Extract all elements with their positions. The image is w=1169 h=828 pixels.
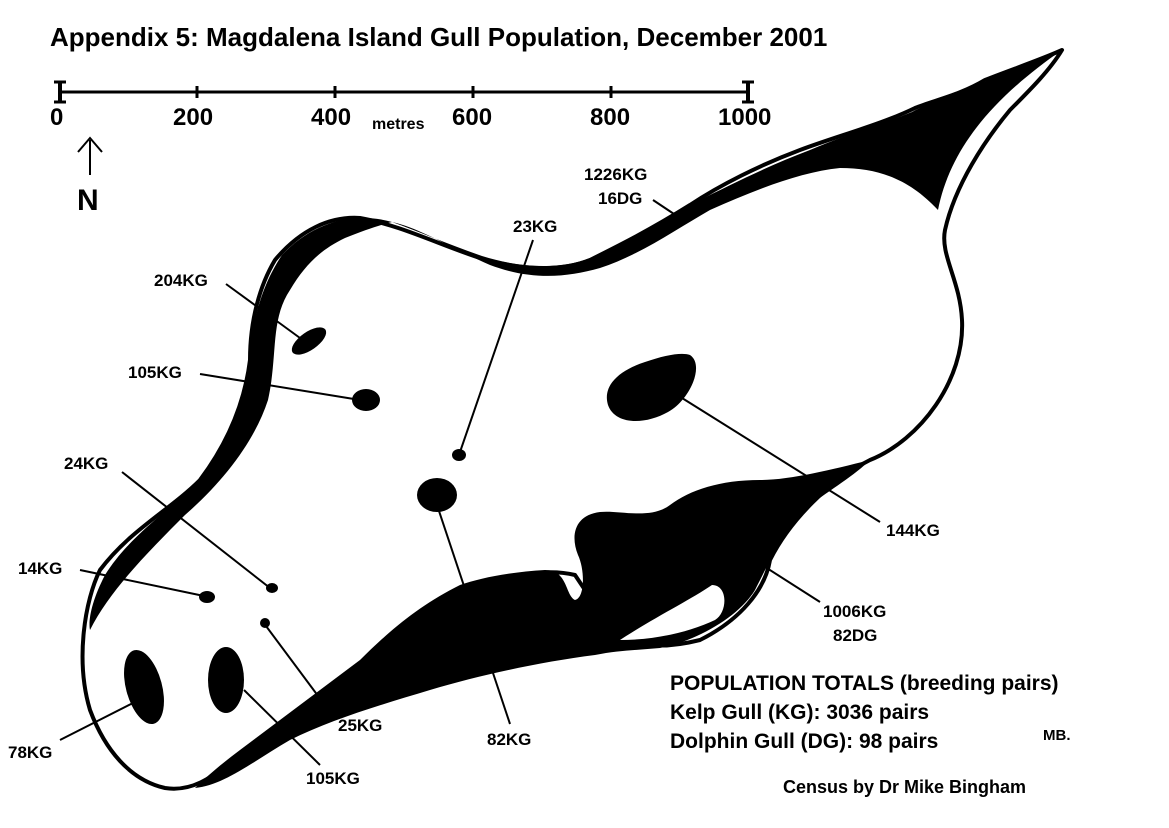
- totals-kelp: Kelp Gull (KG): 3036 pairs: [670, 701, 930, 724]
- scale-tick-800: 800: [590, 104, 631, 131]
- census-credit: Census by Dr Mike Bingham: [783, 777, 1027, 797]
- colony-label-25kg: 25KG: [338, 716, 383, 735]
- colony-25kg: [260, 618, 270, 628]
- scale-tick-200: 200: [173, 104, 214, 131]
- colony-78kg: [124, 650, 164, 724]
- colony-label-1226kg: 1226KG: [584, 165, 648, 184]
- scale-tick-600: 600: [452, 104, 493, 131]
- colony-14kg: [199, 591, 215, 603]
- colony-label-23kg: 23KG: [513, 217, 558, 236]
- colony-1006kg: [195, 460, 870, 788]
- colony-204kg: [291, 327, 327, 355]
- colony-west-coast: [89, 217, 392, 630]
- colony-label-82kg: 82KG: [487, 730, 532, 749]
- inlet: [620, 585, 725, 640]
- colony-105kg-north: [352, 389, 380, 411]
- colony-82kg: [417, 478, 457, 512]
- colony-label-14kg: 14KG: [18, 559, 63, 578]
- scale-unit: metres: [372, 116, 425, 133]
- scale-tick-1000: 1000: [718, 104, 772, 131]
- colony-label-24kg: 24KG: [64, 454, 109, 473]
- totals-dolphin: Dolphin Gull (DG): 98 pairs: [670, 730, 939, 753]
- colony-label-16dg: 16DG: [598, 189, 643, 208]
- north-arrow-icon: [77, 136, 103, 175]
- map-title: Appendix 5: Magdalena Island Gull Popula…: [50, 22, 828, 52]
- colony-24kg: [266, 583, 278, 593]
- leader-lines: [59, 199, 881, 766]
- colony-label-105kg-south: 105KG: [306, 769, 360, 788]
- colony-23kg: [452, 449, 466, 461]
- scale-tick-0: 0: [50, 104, 64, 131]
- colony-label-105kg-north: 105KG: [128, 363, 182, 382]
- colony-144kg: [606, 353, 697, 422]
- north-label: N: [77, 184, 99, 217]
- colony-label-1006kg: 1006KG: [823, 602, 887, 621]
- colony-label-204kg: 204KG: [154, 271, 208, 290]
- colony-1226kg: [392, 50, 1062, 276]
- colony-label-144kg: 144KG: [886, 521, 940, 540]
- scale-bar: [54, 80, 754, 104]
- scale-tick-400: 400: [311, 104, 352, 131]
- colony-label-82dg: 82DG: [833, 626, 878, 645]
- colony-label-78kg: 78KG: [8, 743, 53, 762]
- totals-heading: POPULATION TOTALS (breeding pairs): [670, 672, 1059, 695]
- colony-105kg-south: [208, 647, 244, 713]
- author-signature: MB.: [1043, 727, 1071, 744]
